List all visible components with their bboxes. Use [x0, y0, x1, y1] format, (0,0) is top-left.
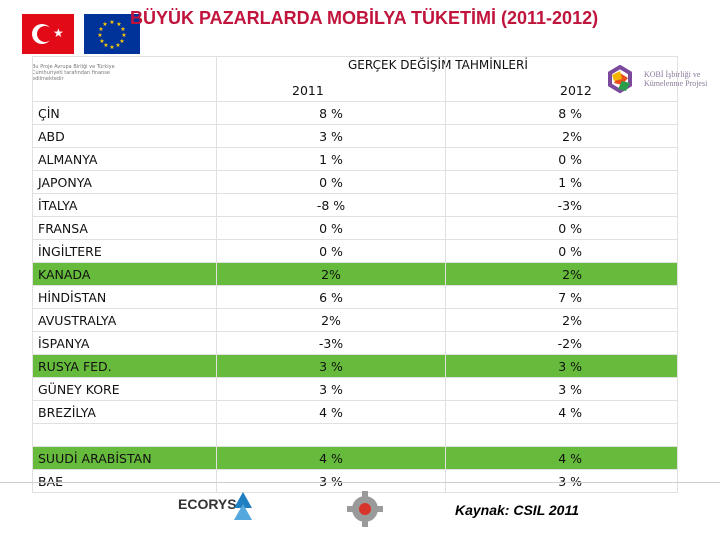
value-2011-cell: 0 % — [216, 216, 446, 240]
table-row: ALMANYA 1 % 0 % — [32, 147, 678, 171]
table-row: FRANSA 0 % 0 % — [32, 216, 678, 240]
country-cell: ABD — [32, 124, 217, 148]
footer-divider — [0, 482, 720, 483]
value-2012-cell: 0 % — [445, 216, 678, 240]
forecast-table: ÇİN 8 % 8 % ABD 3 % 2% ALMANYA 1 % 0 % JAPONYA 0 %… — [32, 56, 678, 493]
eu-flag-icon: ★ ★ ★ ★ ★ ★ ★ ★ ★ ★ ★ ★ — [84, 14, 140, 54]
value-2011-cell: 8 % — [216, 101, 446, 125]
value-2011-cell — [216, 423, 446, 447]
table-row: GÜNEY KORE 3 % 3 % — [32, 377, 678, 401]
country-cell: İTALYA — [32, 193, 217, 217]
gear-logo-icon — [347, 491, 383, 527]
table-row: BAE 3 % 3 % — [32, 469, 678, 493]
value-2011-cell: 3 % — [216, 354, 446, 378]
source-note: Kaynak: CSIL 2011 — [455, 502, 579, 518]
value-2012-cell: -3% — [445, 193, 678, 217]
country-cell: KANADA — [32, 262, 217, 286]
country-cell: ALMANYA — [32, 147, 217, 171]
svg-text:★: ★ — [109, 44, 114, 51]
ecorys-logo-icon — [234, 492, 252, 520]
table-row: İNGİLTERE 0 % 0 % — [32, 239, 678, 263]
table-row: BREZİLYA 4 % 4 % — [32, 400, 678, 424]
svg-text:★: ★ — [115, 42, 120, 49]
country-cell: FRANSA — [32, 216, 217, 240]
page-title: BÜYÜK PAZARLARDA MOBİLYA TÜKETİMİ (2011-… — [130, 8, 599, 28]
country-cell: HİNDİSTAN — [32, 285, 217, 309]
value-2011-cell: 6 % — [216, 285, 446, 309]
turkey-flag-icon: ★ — [22, 14, 74, 54]
value-2011-cell: 3 % — [216, 377, 446, 401]
value-2012-cell: 2% — [445, 124, 678, 148]
value-2011-cell: 2% — [216, 262, 446, 286]
svg-text:★: ★ — [121, 32, 126, 39]
value-2012-cell: -2% — [445, 331, 678, 355]
svg-text:★: ★ — [102, 21, 107, 28]
value-2011-cell: 0 % — [216, 170, 446, 194]
table-row: İTALYA -8 % -3% — [32, 193, 678, 217]
table-row — [32, 423, 678, 447]
country-cell: ÇİN — [32, 101, 217, 125]
table-row: ÇİN 8 % 8 % — [32, 101, 678, 125]
svg-text:★: ★ — [103, 42, 108, 49]
country-cell: AVUSTRALYA — [32, 308, 217, 332]
table-row: JAPONYA 0 % 1 % — [32, 170, 678, 194]
country-cell: JAPONYA — [32, 170, 217, 194]
value-2012-cell: 8 % — [445, 101, 678, 125]
country-cell: İSPANYA — [32, 331, 217, 355]
value-2011-cell: 3 % — [216, 124, 446, 148]
country-cell: RUSYA FED. — [32, 354, 217, 378]
svg-text:★: ★ — [109, 19, 114, 26]
value-2012-cell: 4 % — [445, 400, 678, 424]
table-row: ABD 3 % 2% — [32, 124, 678, 148]
value-2012-cell: 2% — [445, 308, 678, 332]
svg-text:★: ★ — [119, 38, 124, 45]
value-2012-cell — [445, 423, 678, 447]
country-cell — [32, 423, 217, 447]
value-2012-cell: 3 % — [445, 377, 678, 401]
svg-text:★: ★ — [120, 26, 125, 33]
value-2011-cell: -8 % — [216, 193, 446, 217]
value-2011-cell: 3 % — [216, 469, 446, 493]
table-row: SUUDİ ARABİSTAN 4 % 4 % — [32, 446, 678, 470]
value-2011-cell: 2% — [216, 308, 446, 332]
country-cell: GÜNEY KORE — [32, 377, 217, 401]
table-row: AVUSTRALYA 2% 2% — [32, 308, 678, 332]
svg-text:★: ★ — [116, 21, 121, 28]
value-2012-cell: 0 % — [445, 239, 678, 263]
value-2011-cell: 0 % — [216, 239, 446, 263]
value-2011-cell: 4 % — [216, 400, 446, 424]
value-2012-cell: 3 % — [445, 354, 678, 378]
country-cell: SUUDİ ARABİSTAN — [32, 446, 217, 470]
value-2011-cell: 1 % — [216, 147, 446, 171]
value-2012-cell: 1 % — [445, 170, 678, 194]
svg-text:★: ★ — [98, 26, 103, 33]
value-2012-cell: 7 % — [445, 285, 678, 309]
value-2011-cell: 4 % — [216, 446, 446, 470]
svg-text:★: ★ — [97, 32, 102, 39]
table-row: HİNDİSTAN 6 % 7 % — [32, 285, 678, 309]
table-row: RUSYA FED. 3 % 3 % — [32, 354, 678, 378]
value-2012-cell: 4 % — [445, 446, 678, 470]
value-2012-cell: 2% — [445, 262, 678, 286]
svg-text:★: ★ — [99, 38, 104, 45]
country-cell: BAE — [32, 469, 217, 493]
country-cell: BREZİLYA — [32, 400, 217, 424]
value-2012-cell: 0 % — [445, 147, 678, 171]
table-row: İSPANYA -3% -2% — [32, 331, 678, 355]
value-2012-cell: 3 % — [445, 469, 678, 493]
ecorys-logo-text: ECORYS — [178, 496, 237, 512]
value-2011-cell: -3% — [216, 331, 446, 355]
country-cell: İNGİLTERE — [32, 239, 217, 263]
table-row: KANADA 2% 2% — [32, 262, 678, 286]
